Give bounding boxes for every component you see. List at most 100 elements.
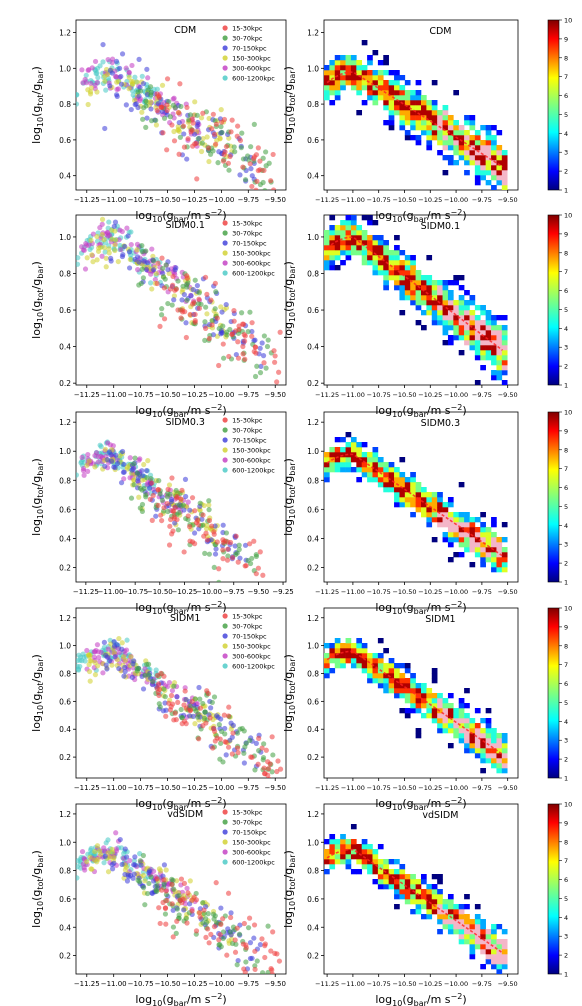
histogram-cell — [491, 160, 497, 166]
histogram-cell — [496, 325, 503, 331]
histogram-cell — [383, 874, 389, 880]
data-point — [216, 722, 222, 728]
histogram-cell — [426, 115, 433, 121]
data-point — [184, 885, 190, 891]
data-point — [225, 744, 232, 750]
data-point — [165, 300, 171, 307]
x-tick-label: −10.75 — [367, 391, 391, 399]
data-point — [276, 958, 283, 964]
histogram-cell — [480, 562, 486, 568]
histogram-cell — [329, 467, 336, 473]
histogram-cell — [399, 250, 406, 256]
y-tick-label: 1.0 — [59, 838, 71, 847]
data-point — [236, 326, 242, 333]
histogram-cell — [415, 502, 422, 508]
data-point — [198, 115, 205, 121]
data-point — [174, 694, 180, 700]
histogram-cell — [345, 452, 352, 458]
histogram-cell — [388, 472, 395, 478]
histogram-cell — [491, 924, 497, 930]
data-point — [103, 264, 109, 270]
histogram-cell — [453, 125, 460, 131]
histogram-cell — [421, 295, 427, 301]
data-point — [82, 76, 88, 83]
histogram-cell — [437, 120, 443, 126]
histogram-cell — [491, 355, 497, 361]
histogram-cell — [480, 350, 486, 356]
histogram-cell — [464, 150, 470, 156]
histogram-cell — [367, 260, 373, 266]
data-point — [178, 706, 184, 713]
data-point — [109, 846, 115, 852]
data-point — [203, 530, 209, 536]
data-point — [212, 913, 218, 919]
histogram-cell — [442, 904, 449, 910]
histogram-cell — [324, 85, 330, 91]
histogram-cell — [458, 939, 465, 945]
histogram-cell — [496, 567, 503, 573]
histogram-cell — [329, 648, 336, 654]
histogram-cell — [394, 285, 400, 291]
histogram-cell — [329, 245, 336, 251]
histogram-cell — [350, 457, 357, 463]
histogram-cell — [491, 542, 497, 548]
histogram-cell — [334, 844, 341, 850]
histogram-cell — [404, 100, 411, 106]
histogram-cell — [469, 310, 476, 316]
colorbar-tick-label: 1 — [564, 775, 568, 783]
histogram-cell — [447, 718, 454, 724]
data-point — [125, 233, 131, 239]
histogram-cell — [415, 100, 422, 106]
histogram-cell — [345, 225, 352, 231]
histogram-cell — [485, 325, 492, 331]
legend-marker — [222, 809, 228, 815]
histogram-cell — [501, 547, 508, 553]
panel-title: SIDM1 — [170, 613, 200, 624]
colorbar-tick-label: 4 — [564, 522, 568, 530]
data-point — [76, 864, 80, 870]
histogram-cell — [377, 864, 384, 870]
histogram-cell — [394, 492, 400, 498]
histogram-cell — [480, 552, 486, 558]
histogram-cell — [501, 557, 508, 563]
data-point — [183, 320, 189, 326]
histogram-cell — [453, 919, 460, 925]
histogram-cell — [404, 487, 411, 493]
data-point — [247, 309, 253, 315]
histogram-cell — [464, 542, 470, 548]
histogram-cell — [329, 844, 336, 850]
data-point — [274, 379, 280, 385]
data-point — [196, 290, 202, 296]
data-point — [111, 464, 117, 470]
histogram-cell — [426, 904, 433, 910]
histogram-cell — [350, 824, 357, 830]
x-tick-label: −9.75 — [238, 784, 259, 792]
histogram-cell — [329, 70, 336, 76]
histogram-cell — [350, 245, 357, 251]
histogram-cell — [464, 305, 470, 311]
data-point — [116, 65, 123, 71]
data-point — [82, 658, 88, 664]
histogram-cell — [453, 924, 460, 930]
data-point — [159, 82, 166, 88]
data-point — [206, 336, 212, 342]
data-point — [171, 138, 178, 144]
data-point — [160, 708, 166, 714]
histogram-cell — [464, 723, 470, 729]
colorbar-gradient — [547, 19, 560, 191]
histogram-cells — [324, 432, 508, 573]
histogram-cell — [421, 507, 427, 513]
histogram-cell — [469, 944, 476, 950]
histogram-cell — [372, 678, 379, 684]
histogram-cell — [350, 220, 357, 226]
data-point — [258, 363, 264, 370]
data-point — [121, 476, 127, 482]
x-tick-label: −10.50 — [392, 196, 416, 204]
x-tick-label: −10.50 — [392, 391, 416, 399]
x-tick-label: −11.00 — [341, 196, 365, 204]
histogram-cell — [415, 698, 422, 704]
histogram-cell — [501, 748, 508, 754]
histogram-cell — [491, 964, 497, 970]
histogram-cell — [474, 517, 481, 523]
scatter-panel: −11.25−11.00−10.75−10.50−10.25−10.00−9.7… — [30, 214, 287, 419]
